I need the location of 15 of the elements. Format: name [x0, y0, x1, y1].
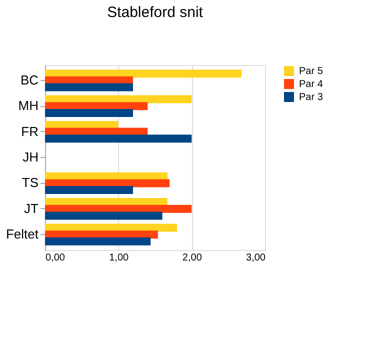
- legend-label: Par 3: [299, 92, 324, 103]
- y-tick-label: FR: [21, 124, 38, 139]
- x-tick-label: 3,00: [246, 252, 266, 264]
- y-tick-label: MH: [18, 98, 38, 114]
- x-tick-label: 1,00: [109, 252, 129, 264]
- x-tick-label: 2,00: [182, 252, 202, 264]
- chart-title: Stableford snit: [107, 4, 204, 21]
- y-tick-label: JT: [24, 200, 39, 216]
- legend-label: Par 5: [299, 66, 324, 77]
- x-tick-label: 0,00: [46, 252, 66, 264]
- y-tick-label: Feltet: [6, 226, 39, 242]
- y-tick-label: JH: [22, 150, 38, 164]
- legend-label: Par 4: [299, 79, 324, 90]
- y-tick-label: BC: [20, 72, 38, 88]
- y-tick-label: TS: [22, 175, 39, 190]
